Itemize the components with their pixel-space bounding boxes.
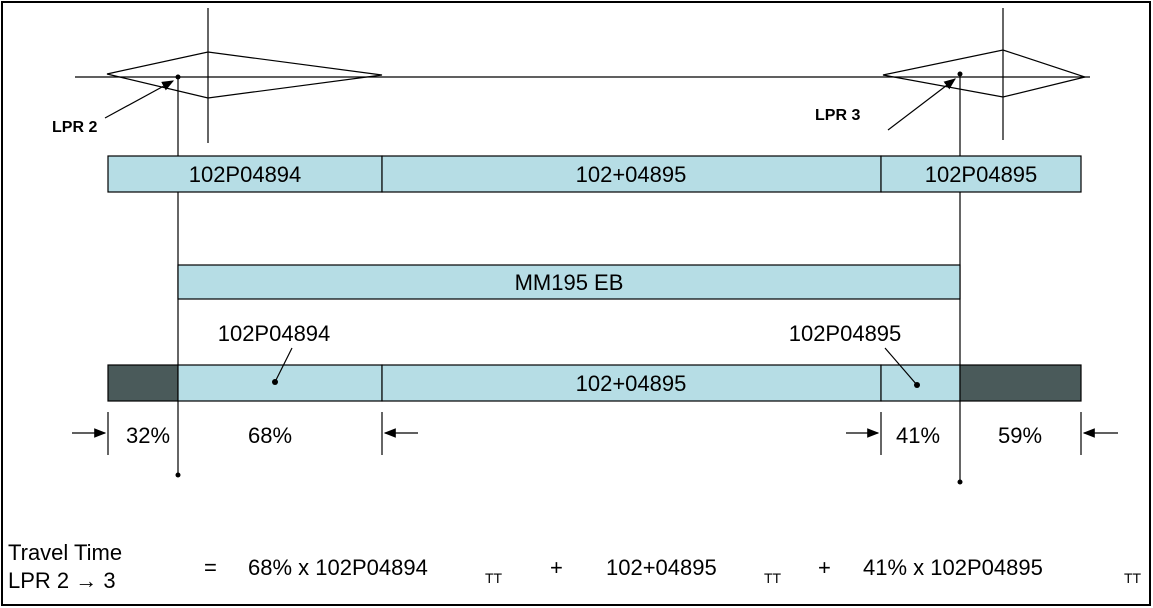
link	[107, 155, 383, 193]
link	[880, 364, 961, 402]
excluded	[107, 364, 179, 402]
dot	[957, 479, 963, 485]
formula: +	[550, 555, 563, 580]
formula: =	[204, 555, 217, 580]
link-label: 102P04894	[189, 162, 302, 187]
dot	[957, 71, 963, 77]
dot	[175, 472, 181, 478]
marker-label: LPR 2	[52, 119, 97, 136]
route-label: MM195 EB	[515, 270, 624, 295]
link	[381, 155, 882, 193]
link-label: 102P04895	[789, 321, 902, 346]
link-label: 102P04894	[218, 321, 331, 346]
formula: 68% x 102P04894	[248, 555, 428, 580]
link-label: 102+04895	[576, 371, 687, 396]
link	[381, 364, 882, 402]
leader	[884, 347, 918, 386]
arrow	[887, 78, 956, 131]
link-label: 102P04895	[925, 162, 1038, 187]
leader	[274, 347, 293, 383]
route	[177, 264, 961, 300]
excluded	[959, 364, 1082, 402]
share: 68%	[248, 423, 292, 448]
link-label: 102+04895	[576, 162, 687, 187]
formula-label: Travel Time	[8, 540, 122, 565]
dot	[272, 379, 278, 385]
marker-label: LPR 3	[815, 107, 860, 124]
share: 59%	[998, 423, 1042, 448]
lpr-coverage	[106, 51, 383, 99]
arrow	[104, 80, 175, 119]
formula-sub: TT	[485, 570, 503, 586]
lpr-coverage	[882, 49, 1088, 98]
formula-sub: TT	[764, 570, 782, 586]
formula: 41% x 102P04895	[863, 555, 1043, 580]
dot	[914, 382, 920, 388]
dot	[175, 74, 181, 80]
formula: 102+04895	[606, 555, 717, 580]
link	[880, 155, 1082, 193]
share: 41%	[896, 423, 940, 448]
formula-label: LPR 2 → 3	[8, 568, 116, 593]
formula-sub: TT	[1124, 570, 1142, 586]
share: 32%	[126, 423, 170, 448]
formula: +	[818, 555, 831, 580]
link	[177, 364, 383, 402]
